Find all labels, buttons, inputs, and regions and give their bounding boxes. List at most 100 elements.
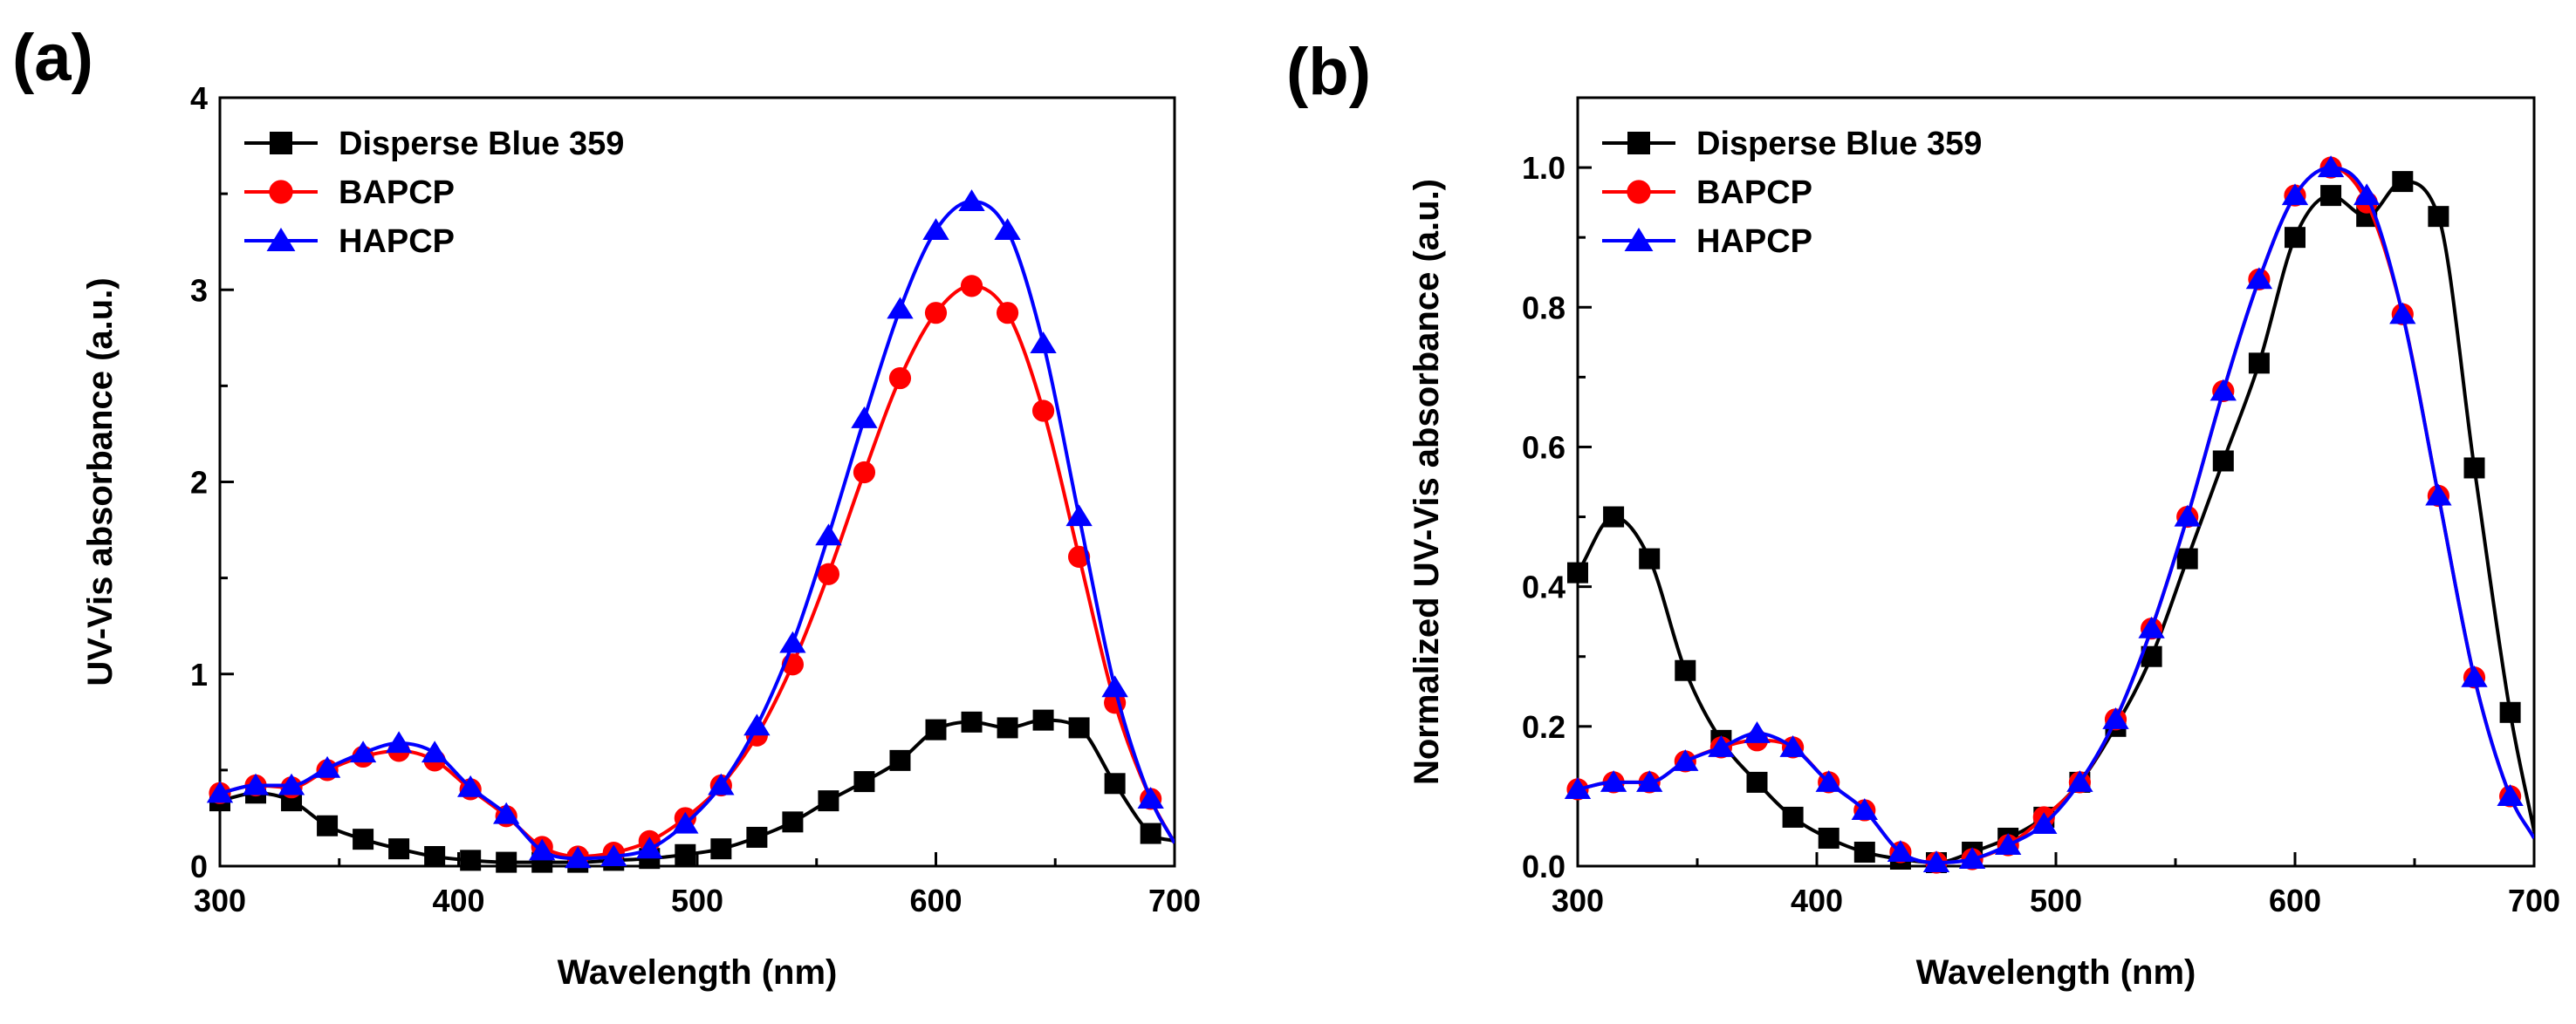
y-tick-label: 0.6 <box>1522 429 1565 465</box>
data-point <box>2353 183 2381 206</box>
series-circle <box>209 275 1175 868</box>
data-point <box>2389 302 2416 324</box>
series-square <box>1567 171 2534 873</box>
data-point <box>1922 850 1950 873</box>
data-point <box>1603 506 1625 528</box>
y-tick-label: 0.4 <box>1522 570 1565 605</box>
legend: Disperse Blue 359 BAPCP HAPCP <box>244 126 624 260</box>
data-point <box>388 838 410 860</box>
series-triangle <box>206 189 1175 869</box>
y-axis-title: UV-Vis absorbance (a.u.) <box>81 277 120 686</box>
data-point <box>1851 798 1878 820</box>
data-point <box>2285 227 2305 249</box>
data-point <box>493 802 520 824</box>
data-point <box>782 811 804 833</box>
x-tick-label: 600 <box>909 883 962 918</box>
data-point <box>2281 183 2309 206</box>
x-tick-label: 300 <box>1552 883 1604 918</box>
data-point <box>924 302 948 324</box>
x-tick-label: 400 <box>432 883 484 918</box>
data-point <box>1600 770 1627 792</box>
y-tick-label: 1.0 <box>1522 150 1565 186</box>
data-point <box>1068 717 1090 739</box>
data-point <box>1744 721 1771 743</box>
y-axis-title: Normalized UV-Vis absorbance (a.u.) <box>1408 179 1446 785</box>
y-tick-label: 0.0 <box>1522 849 1565 884</box>
data-point <box>922 218 949 241</box>
data-point <box>565 846 592 869</box>
data-point <box>2425 483 2452 506</box>
data-point <box>743 713 771 736</box>
data-point <box>851 406 878 428</box>
y-tick-label: 0.2 <box>1522 709 1565 745</box>
data-point <box>996 302 1019 324</box>
chart-panel-b: (b) 300 400 500 600 700 0.0 0.2 0.4 0.6 0.8 1.0 Wave… <box>1286 35 2560 992</box>
x-tick-label: 600 <box>2269 883 2321 918</box>
panel-label: (a) <box>12 21 93 95</box>
data-point <box>888 366 912 390</box>
data-point <box>1636 770 1663 792</box>
data-point <box>1779 735 1806 757</box>
data-point <box>961 711 983 733</box>
data-point <box>385 731 413 754</box>
y-tick-label: 0.8 <box>1522 290 1565 325</box>
legend-label: HAPCP <box>1696 223 1812 260</box>
legend-marker-circle <box>269 180 293 204</box>
x-tick-label: 400 <box>1791 883 1843 918</box>
data-point <box>1782 806 1804 828</box>
data-point <box>636 836 663 859</box>
data-point <box>1065 504 1093 527</box>
data-point <box>600 844 627 867</box>
y-tick-label: 0 <box>190 849 208 884</box>
data-point <box>1140 823 1161 844</box>
legend-label: Disperse Blue 359 <box>1696 126 1982 162</box>
data-point <box>1101 675 1128 698</box>
x-tick-label: 300 <box>194 883 246 918</box>
legend-label: BAPCP <box>339 174 455 211</box>
data-point <box>2320 185 2342 207</box>
data-point <box>960 275 983 297</box>
legend-marker-circle <box>1627 180 1651 204</box>
data-point <box>2209 379 2237 401</box>
data-point <box>2245 267 2273 290</box>
data-point <box>1887 840 1915 863</box>
data-point <box>925 719 947 741</box>
x-tick-label: 700 <box>1148 883 1201 918</box>
data-point <box>317 815 339 836</box>
data-point <box>746 826 768 848</box>
data-point <box>2066 770 2093 792</box>
x-tick-label: 500 <box>2030 883 2082 918</box>
legend-marker-triangle <box>266 228 296 251</box>
data-point <box>456 775 484 797</box>
data-point <box>206 781 234 803</box>
data-point <box>994 218 1021 241</box>
data-point <box>1030 331 1057 353</box>
data-point <box>889 749 911 771</box>
data-point <box>2174 504 2201 527</box>
data-point <box>672 811 699 834</box>
legend-label: BAPCP <box>1696 174 1812 211</box>
y-tick-label: 2 <box>190 465 208 501</box>
data-point <box>2138 616 2165 638</box>
data-point <box>1137 787 1164 809</box>
data-point <box>460 850 482 871</box>
data-point <box>2461 665 2488 687</box>
x-axis-title: Wavelength (nm) <box>558 953 838 992</box>
data-point <box>2248 352 2270 374</box>
data-point <box>2176 548 2198 570</box>
chart-panel-a: (a) 300 400 500 600 700 0 1 2 3 4 Wavelength (nm) UV… <box>12 21 1201 992</box>
data-point <box>2102 707 2129 729</box>
data-point <box>818 790 839 812</box>
data-point <box>958 189 985 211</box>
data-point <box>1853 841 1875 863</box>
legend-marker-square <box>1627 132 1650 154</box>
data-point <box>1995 833 2022 856</box>
data-point <box>1672 749 1699 771</box>
data-point <box>496 851 517 873</box>
data-point <box>887 297 914 319</box>
data-point <box>2463 457 2485 479</box>
data-point <box>2392 171 2414 193</box>
data-point <box>815 523 842 546</box>
y-tick-label: 3 <box>190 272 208 308</box>
